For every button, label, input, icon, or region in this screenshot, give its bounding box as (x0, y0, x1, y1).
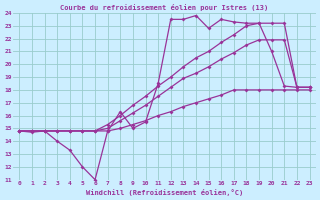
X-axis label: Windchill (Refroidissement éolien,°C): Windchill (Refroidissement éolien,°C) (86, 189, 243, 196)
Title: Courbe du refroidissement éolien pour Istres (13): Courbe du refroidissement éolien pour Is… (60, 4, 268, 11)
